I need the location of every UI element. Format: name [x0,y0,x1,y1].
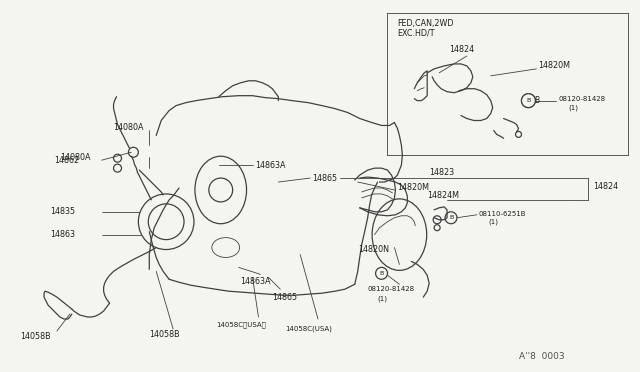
Text: 14080A: 14080A [113,123,144,132]
Text: 14835: 14835 [50,207,75,216]
Text: 14058B: 14058B [149,330,180,339]
Text: 14820M: 14820M [397,183,429,192]
Text: 14080A: 14080A [60,153,90,162]
Circle shape [522,94,536,108]
Text: 14058C(USA): 14058C(USA) [285,326,332,332]
Text: 14058C〈USA〉: 14058C〈USA〉 [216,322,266,328]
Text: 14865: 14865 [312,174,337,183]
Text: 14863A: 14863A [255,161,286,170]
Text: B: B [526,98,531,103]
Circle shape [433,216,441,224]
Text: 14863A: 14863A [241,277,271,286]
Text: A''8  0003: A''8 0003 [518,352,564,361]
Text: (1): (1) [489,218,499,225]
Text: 14823: 14823 [429,168,454,177]
Text: FED,CAN,2WD: FED,CAN,2WD [397,19,454,28]
Text: 14820N: 14820N [358,245,388,254]
Text: B: B [380,271,383,276]
Text: 14820M: 14820M [538,61,570,70]
Circle shape [113,154,122,162]
Text: 08120-81428: 08120-81428 [558,96,605,102]
Text: B: B [449,215,453,220]
Circle shape [522,94,536,108]
Text: 14862: 14862 [54,156,79,165]
Text: (1): (1) [378,296,388,302]
Circle shape [434,225,440,231]
Text: 14058B: 14058B [20,332,51,341]
Circle shape [138,194,194,250]
Text: 08120-81428: 08120-81428 [367,286,415,292]
Text: (1): (1) [568,104,578,111]
Text: 14865: 14865 [273,293,298,302]
Text: 14824: 14824 [449,45,474,54]
Text: EXC.HD/T: EXC.HD/T [397,29,435,38]
Text: 14824: 14824 [593,182,618,190]
Text: 14824M: 14824M [427,192,459,201]
Circle shape [113,164,122,172]
Circle shape [445,212,457,224]
Text: 14863: 14863 [50,230,75,239]
Text: 08110-6251B: 08110-6251B [479,211,526,217]
Circle shape [516,131,522,137]
Circle shape [129,147,138,157]
Circle shape [376,267,387,279]
Ellipse shape [372,199,427,270]
Text: B: B [534,96,539,105]
